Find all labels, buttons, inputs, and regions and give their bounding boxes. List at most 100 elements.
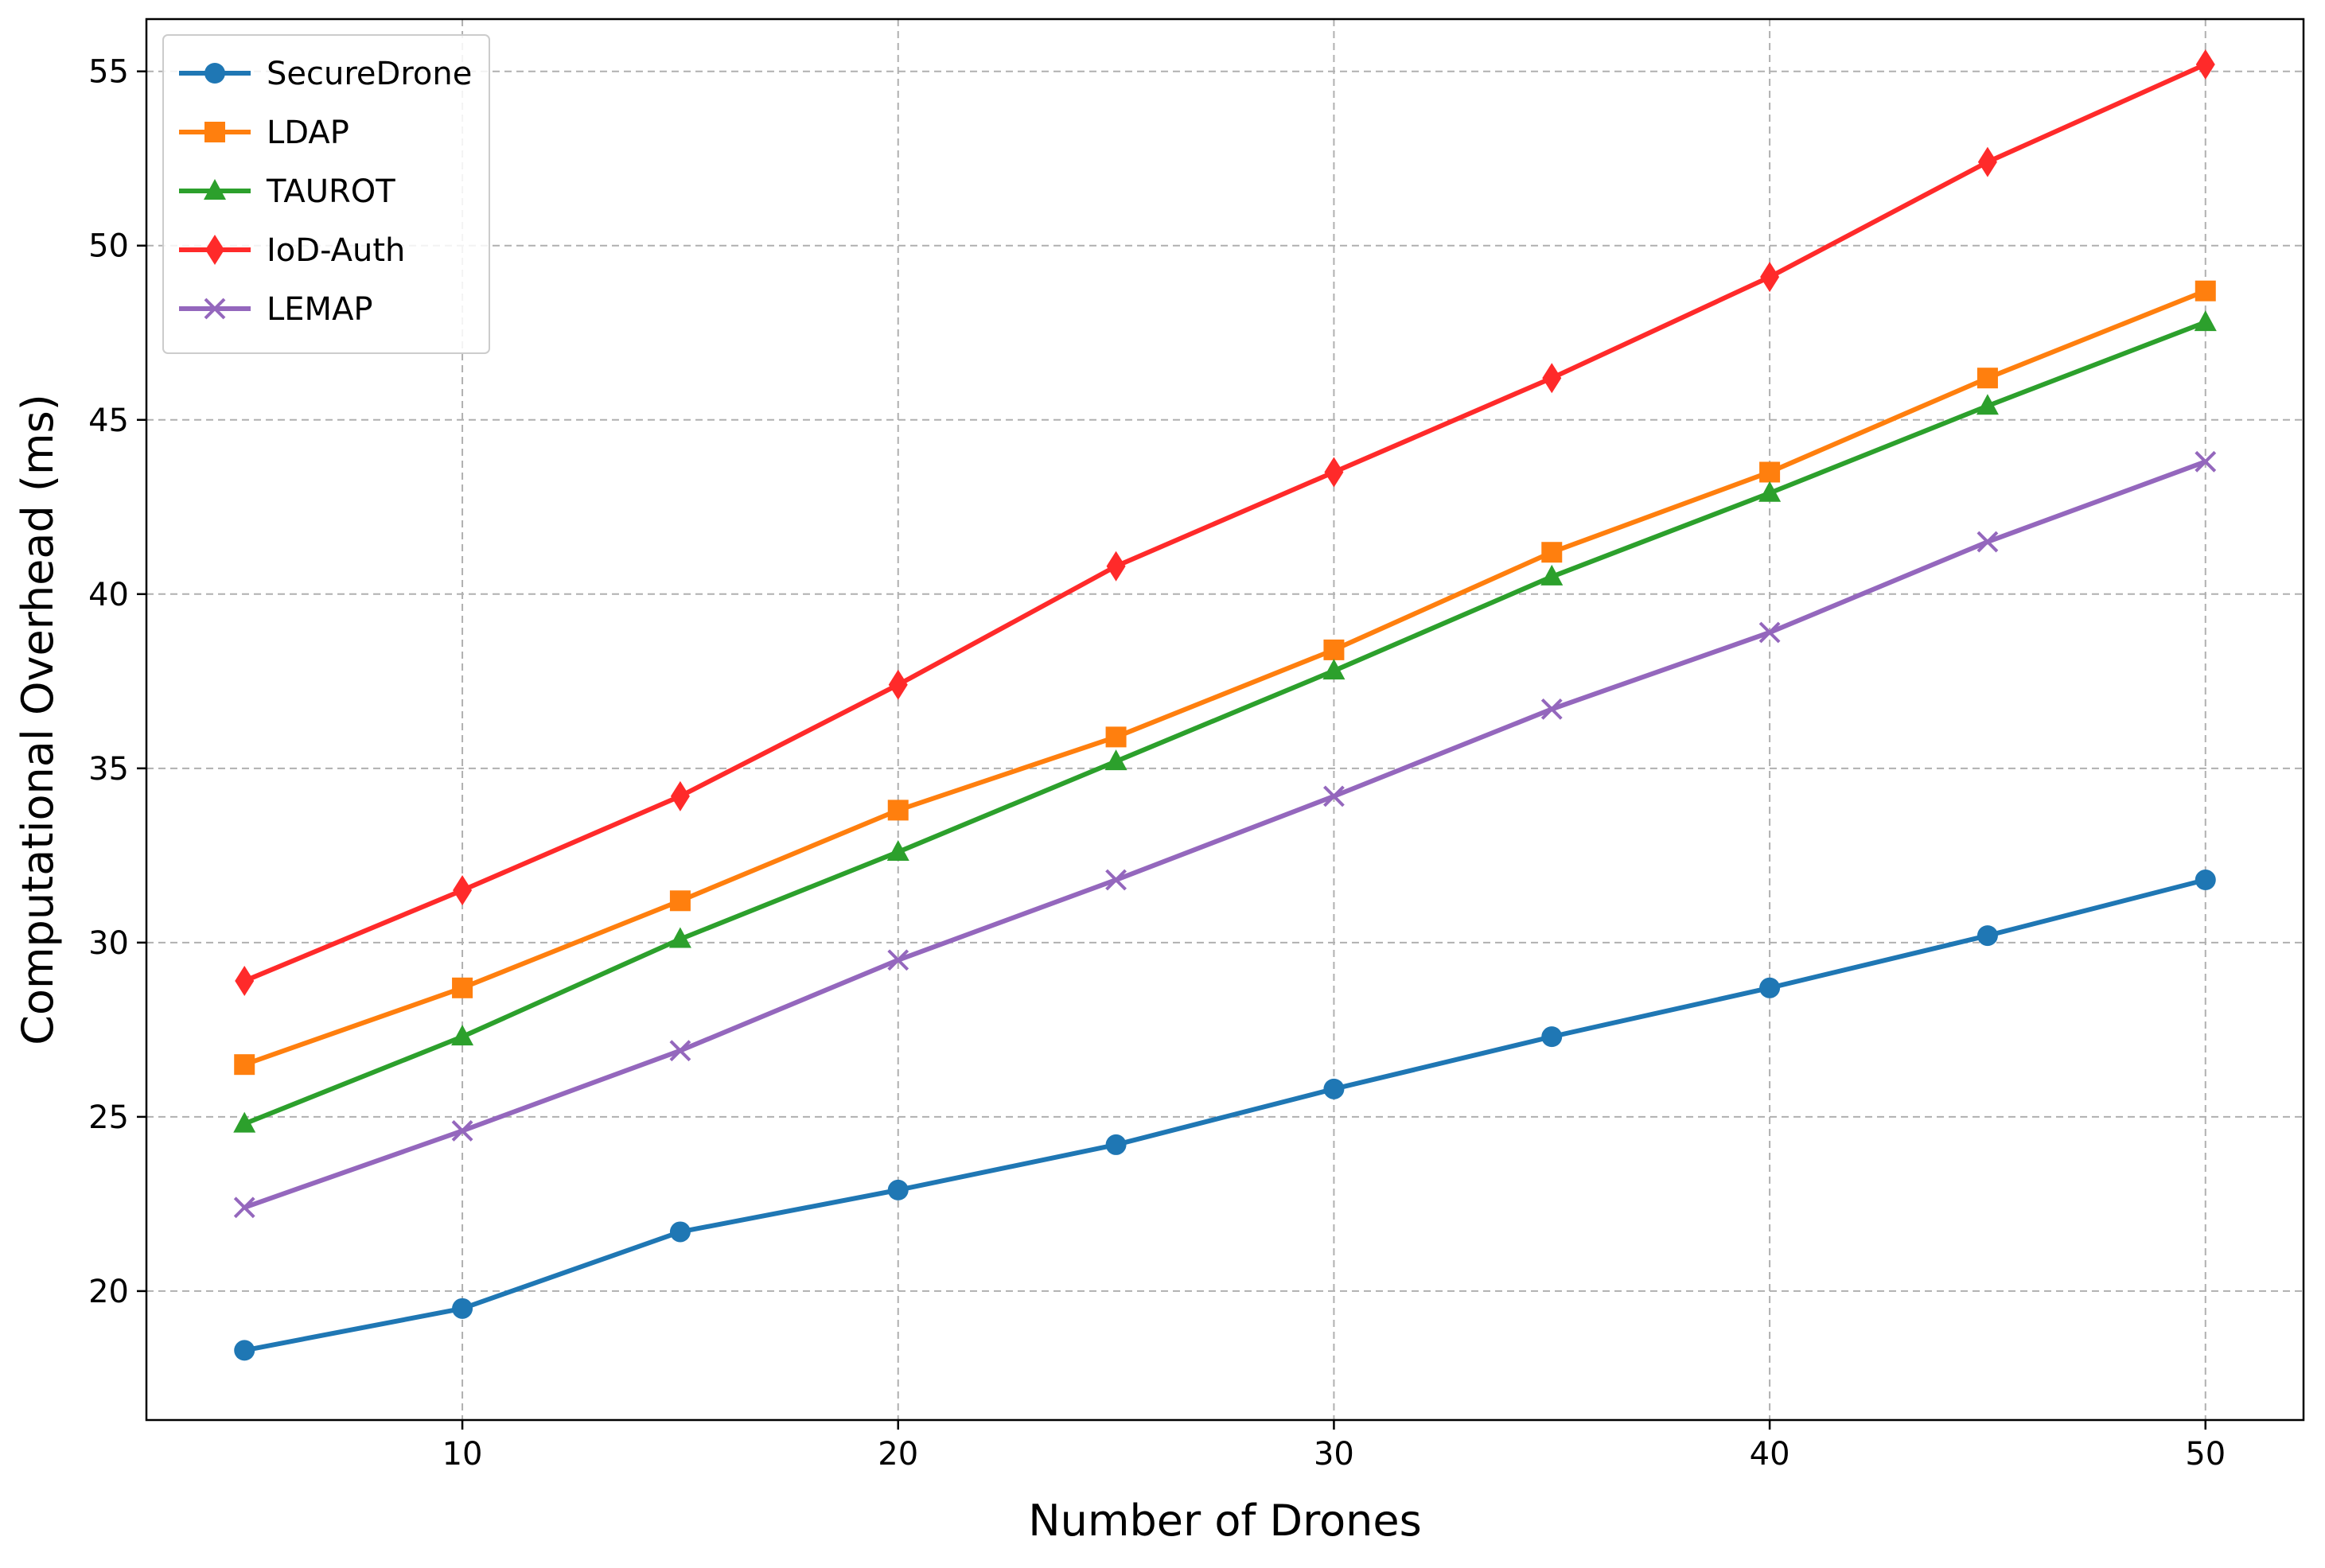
series-line bbox=[242, 877, 2208, 1353]
data-point bbox=[451, 1119, 473, 1142]
data-point bbox=[2195, 49, 2215, 80]
series-line bbox=[242, 61, 2208, 984]
y-tick-label: 35 bbox=[88, 751, 129, 788]
data-point bbox=[669, 1221, 691, 1243]
series-iod-auth bbox=[235, 49, 2215, 997]
data-point bbox=[1323, 639, 1345, 660]
data-point-stroke bbox=[1540, 698, 1563, 720]
data-point bbox=[1322, 659, 1346, 680]
series-ldap bbox=[234, 280, 2216, 1076]
data-point-stroke bbox=[1976, 531, 1999, 553]
legend-item: SecureDrone bbox=[179, 56, 472, 92]
data-point bbox=[1541, 1026, 1563, 1048]
series-taurot bbox=[233, 310, 2217, 1133]
data-point-stroke bbox=[1758, 621, 1781, 644]
data-point bbox=[1760, 262, 1780, 293]
data-point bbox=[669, 1040, 691, 1062]
data-point bbox=[1759, 977, 1781, 998]
y-axis-title: Computational Overhead (ms) bbox=[13, 394, 63, 1045]
data-point bbox=[1323, 1078, 1345, 1099]
x-tick-label: 30 bbox=[1314, 1436, 1354, 1473]
y-tick-label: 30 bbox=[88, 925, 129, 962]
data-point bbox=[453, 875, 473, 906]
data-point bbox=[1976, 925, 1998, 947]
data-point bbox=[887, 1179, 909, 1200]
series-line bbox=[242, 320, 2208, 1126]
data-point bbox=[1324, 457, 1344, 488]
data-point bbox=[2194, 310, 2217, 332]
data-point bbox=[668, 927, 691, 948]
data-point-stroke bbox=[1323, 785, 1345, 807]
data-point bbox=[670, 780, 690, 811]
data-point bbox=[452, 977, 473, 998]
data-point bbox=[2195, 280, 2216, 302]
data-point bbox=[451, 1025, 474, 1046]
data-point bbox=[205, 235, 224, 265]
legend-label: IoD-Auth bbox=[267, 232, 405, 269]
data-point bbox=[1976, 394, 1999, 415]
data-point-stroke bbox=[1105, 869, 1127, 891]
data-point bbox=[1758, 621, 1781, 644]
data-point bbox=[669, 890, 691, 912]
data-point bbox=[1104, 749, 1127, 771]
data-point bbox=[1542, 363, 1562, 394]
data-point bbox=[204, 179, 226, 200]
legend-item: LEMAP bbox=[179, 291, 373, 328]
series-line bbox=[242, 288, 2208, 1068]
data-point bbox=[234, 1340, 255, 1361]
legend-label: SecureDrone bbox=[267, 56, 472, 92]
legend: SecureDrone LDAP TAUROT IoD-Auth LEMAP bbox=[162, 34, 490, 354]
x-axis-title: Number of Drones bbox=[1028, 1496, 1422, 1546]
data-point bbox=[233, 1196, 255, 1219]
data-point bbox=[1977, 146, 1997, 177]
x-tick-label: 10 bbox=[442, 1436, 483, 1473]
axes: 10 20 30 40 50 20 25 30 35 40 45 50 55 bbox=[88, 18, 2305, 1473]
legend-label: LDAP bbox=[267, 115, 349, 151]
data-point-stroke bbox=[451, 1119, 473, 1142]
y-tick-label: 45 bbox=[88, 403, 129, 439]
data-point bbox=[1105, 1134, 1127, 1155]
x-tick-label: 50 bbox=[2185, 1436, 2226, 1473]
data-point bbox=[452, 1298, 473, 1319]
data-point-stroke bbox=[233, 1196, 255, 1219]
data-point bbox=[1976, 368, 1998, 389]
legend-item: TAUROT bbox=[179, 173, 395, 210]
data-point bbox=[887, 949, 909, 971]
data-point bbox=[2195, 450, 2217, 473]
data-point bbox=[2195, 870, 2216, 891]
x-tick-label: 40 bbox=[1750, 1436, 1790, 1473]
gridlines bbox=[146, 19, 2304, 1420]
data-point bbox=[233, 1111, 256, 1133]
data-point-stroke bbox=[887, 949, 909, 971]
y-tick-label: 40 bbox=[88, 577, 129, 613]
data-point-stroke bbox=[204, 298, 226, 320]
data-point bbox=[1106, 551, 1126, 582]
data-point bbox=[1105, 726, 1127, 748]
legend-label: LEMAP bbox=[267, 291, 373, 328]
data-point bbox=[886, 839, 909, 861]
data-point bbox=[887, 800, 909, 821]
legend-label: TAUROT bbox=[266, 173, 395, 210]
data-point bbox=[204, 122, 225, 142]
data-point bbox=[234, 1054, 255, 1076]
data-point bbox=[1540, 698, 1563, 720]
data-point bbox=[1758, 481, 1782, 502]
data-point-stroke bbox=[2195, 450, 2217, 473]
data-point bbox=[235, 966, 255, 997]
legend-item: LDAP bbox=[179, 115, 349, 151]
legend-box bbox=[162, 34, 490, 354]
series-securedrone bbox=[234, 870, 2216, 1361]
plot-frame bbox=[145, 18, 2305, 1422]
y-tick-label: 50 bbox=[88, 228, 129, 265]
data-point-stroke bbox=[669, 1040, 691, 1062]
series-line bbox=[242, 459, 2208, 1210]
data-point bbox=[888, 669, 908, 700]
series-lemap bbox=[233, 450, 2217, 1219]
y-tick-label: 20 bbox=[88, 1274, 129, 1310]
data-point bbox=[204, 63, 225, 84]
data-point bbox=[1105, 869, 1127, 891]
y-tick-label: 25 bbox=[88, 1099, 129, 1136]
data-point bbox=[1541, 542, 1563, 563]
